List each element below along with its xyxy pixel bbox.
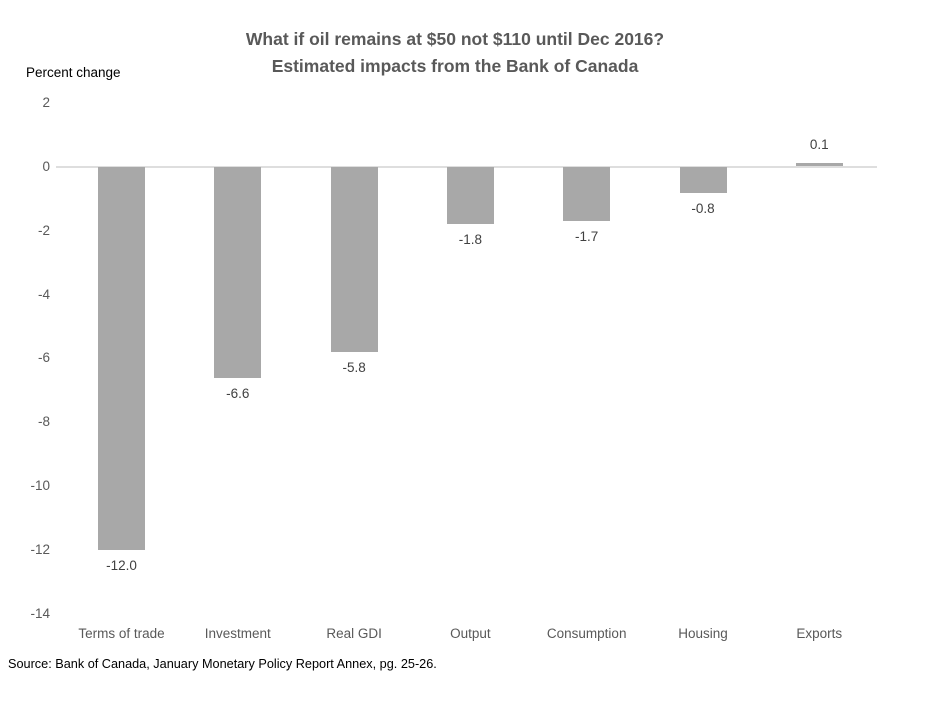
y-axis-tick-label: -4 [37, 286, 50, 302]
category-label-output: Output [450, 626, 491, 641]
bar-consumption [563, 167, 611, 222]
y-axis-tick-label: 2 [42, 95, 50, 111]
y-axis-title: Percent change [26, 65, 121, 80]
data-label-output: -1.8 [458, 232, 483, 248]
data-label-housing: -0.8 [691, 200, 715, 216]
category-label-investment: Investment [204, 626, 271, 641]
bar-real-gdi [330, 167, 378, 353]
chart-title-line2: Estimated impacts from the Bank of Canad… [271, 56, 639, 76]
category-label-consumption: Consumption [546, 626, 627, 641]
y-axis-tick-label: 0 [42, 159, 50, 174]
y-axis-tick-label: -10 [30, 478, 50, 493]
y-axis-tick-label: -6 [37, 350, 50, 366]
y-axis-tick-label: -2 [37, 222, 50, 238]
bar-exports [795, 162, 843, 166]
data-label-terms-of-trade: -12.0 [106, 557, 137, 573]
bar-terms-of-trade [98, 167, 145, 550]
bar-output [446, 167, 494, 225]
bar-investment [214, 167, 262, 378]
chart-title-line1: What if oil remains at $50 not $110 unti… [245, 29, 665, 49]
category-label-housing: Housing [678, 626, 728, 641]
y-axis-tick-label: -12 [30, 541, 50, 557]
data-label-investment: -6.6 [226, 385, 250, 401]
y-axis-tick-label: -14 [30, 605, 50, 621]
data-label-real-gdi: -5.8 [342, 360, 366, 376]
data-label-consumption: -1.7 [575, 229, 599, 245]
category-label-real-gdi: Real GDI [326, 626, 382, 641]
category-label-exports: Exports [796, 626, 843, 641]
data-label-exports: 0.1 [809, 136, 829, 152]
chart-title: What if oil remains at $50 not $110 unti… [0, 26, 910, 80]
y-axis-tick-label: -8 [37, 414, 50, 430]
source-note: Source: Bank of Canada, January Monetary… [8, 657, 437, 671]
bar-housing [679, 167, 727, 193]
category-label-terms-of-trade: Terms of trade [78, 626, 165, 641]
